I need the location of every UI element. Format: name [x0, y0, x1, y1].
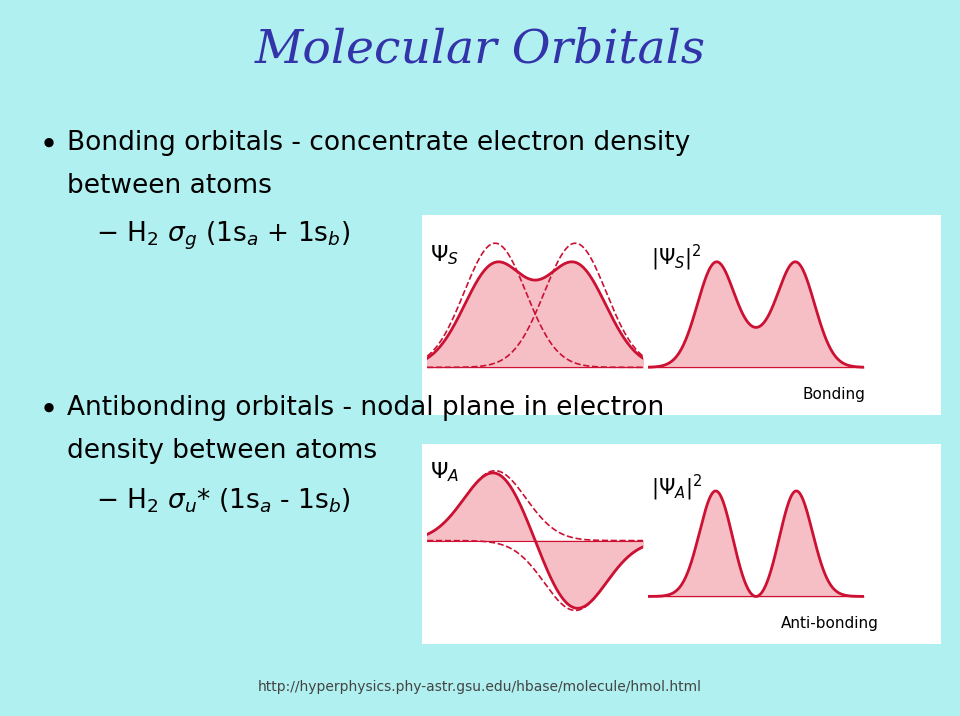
FancyBboxPatch shape: [422, 215, 941, 415]
Text: $\Psi_A$: $\Psi_A$: [430, 460, 460, 484]
Text: Bonding: Bonding: [803, 387, 865, 402]
Text: Molecular Orbitals: Molecular Orbitals: [254, 27, 706, 73]
Text: $|\Psi_S|^2$: $|\Psi_S|^2$: [651, 243, 702, 274]
Text: Bonding orbitals - concentrate electron density: Bonding orbitals - concentrate electron …: [67, 130, 690, 156]
FancyBboxPatch shape: [422, 444, 941, 644]
Text: density between atoms: density between atoms: [67, 438, 377, 464]
Text: $\Psi_S$: $\Psi_S$: [430, 243, 459, 267]
Text: $-$ H$_2$ $\sigma_u$* (1s$_a$ - 1s$_b$): $-$ H$_2$ $\sigma_u$* (1s$_a$ - 1s$_b$): [96, 487, 350, 516]
Text: Antibonding orbitals - nodal plane in electron: Antibonding orbitals - nodal plane in el…: [67, 395, 664, 421]
Text: $-$ H$_2$ $\sigma_g$ (1s$_a$ + 1s$_b$): $-$ H$_2$ $\sigma_g$ (1s$_a$ + 1s$_b$): [96, 220, 350, 253]
Text: $\bullet$: $\bullet$: [38, 392, 55, 424]
Text: $\bullet$: $\bullet$: [38, 127, 55, 159]
Text: between atoms: between atoms: [67, 173, 272, 199]
Text: Anti-bonding: Anti-bonding: [780, 616, 878, 632]
Text: http://hyperphysics.phy-astr.gsu.edu/hbase/molecule/hmol.html: http://hyperphysics.phy-astr.gsu.edu/hba…: [258, 680, 702, 695]
Text: $|\Psi_A|^2$: $|\Psi_A|^2$: [651, 473, 703, 503]
